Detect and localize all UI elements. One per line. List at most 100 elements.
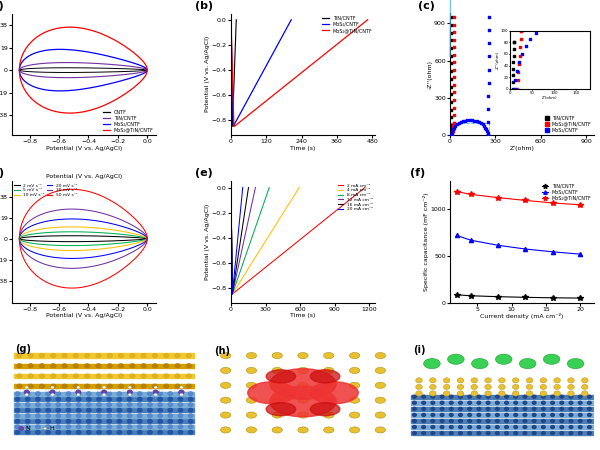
Point — [449, 96, 458, 104]
Point — [446, 29, 456, 36]
Circle shape — [107, 414, 112, 418]
Circle shape — [187, 374, 191, 378]
Circle shape — [422, 419, 425, 423]
Circle shape — [477, 407, 481, 410]
X-axis label: Time (s): Time (s) — [290, 313, 316, 318]
Circle shape — [422, 395, 425, 398]
Point — [446, 127, 455, 135]
Circle shape — [154, 393, 157, 396]
Circle shape — [560, 407, 563, 410]
Point — [484, 105, 493, 112]
Circle shape — [97, 392, 101, 396]
Point — [446, 131, 456, 139]
Circle shape — [107, 392, 112, 396]
Bar — [14, 408, 194, 412]
Circle shape — [440, 419, 444, 423]
Circle shape — [523, 407, 527, 410]
Circle shape — [560, 432, 563, 435]
Circle shape — [97, 425, 101, 428]
Circle shape — [532, 426, 536, 428]
Circle shape — [477, 432, 481, 435]
Circle shape — [458, 414, 463, 416]
Point — [467, 117, 477, 124]
Bar — [14, 430, 194, 434]
Circle shape — [471, 391, 478, 396]
Ellipse shape — [567, 359, 584, 369]
Point — [484, 79, 493, 86]
Bar — [14, 419, 194, 423]
Circle shape — [76, 409, 81, 412]
Circle shape — [560, 414, 563, 416]
Circle shape — [554, 378, 560, 383]
Circle shape — [107, 364, 112, 368]
Circle shape — [542, 432, 545, 435]
Circle shape — [430, 378, 436, 383]
Circle shape — [526, 391, 533, 396]
Circle shape — [76, 419, 81, 423]
Text: (d): (d) — [0, 168, 4, 178]
Point — [449, 36, 459, 43]
Point — [446, 122, 456, 129]
Circle shape — [164, 384, 169, 388]
Circle shape — [141, 364, 146, 368]
Circle shape — [188, 425, 193, 428]
Circle shape — [16, 397, 20, 401]
Circle shape — [159, 389, 163, 392]
Circle shape — [24, 390, 29, 394]
Circle shape — [178, 419, 182, 423]
Point — [484, 92, 493, 99]
Circle shape — [175, 389, 178, 392]
Circle shape — [457, 378, 464, 383]
Circle shape — [323, 397, 334, 403]
Circle shape — [272, 427, 283, 433]
Point — [449, 29, 459, 36]
Circle shape — [127, 425, 132, 428]
Circle shape — [40, 364, 44, 368]
Circle shape — [323, 352, 334, 359]
Circle shape — [430, 384, 436, 390]
Ellipse shape — [424, 359, 440, 369]
Circle shape — [272, 397, 283, 403]
Circle shape — [117, 419, 122, 423]
Circle shape — [28, 354, 33, 357]
Circle shape — [28, 374, 33, 378]
Circle shape — [175, 364, 180, 368]
Circle shape — [51, 386, 54, 389]
Circle shape — [127, 414, 132, 418]
Point — [448, 131, 457, 139]
Circle shape — [486, 401, 490, 404]
Circle shape — [107, 419, 112, 423]
Bar — [14, 374, 194, 378]
Circle shape — [587, 414, 591, 416]
Bar — [411, 425, 593, 429]
Circle shape — [422, 432, 425, 435]
Circle shape — [178, 403, 182, 406]
Circle shape — [458, 419, 463, 423]
Legend: TiN/CNTF, MoS₂@TiN/CNTF, MoS₂/CNTF: TiN/CNTF, MoS₂@TiN/CNTF, MoS₂/CNTF — [545, 116, 592, 133]
Circle shape — [187, 384, 191, 388]
Circle shape — [551, 414, 554, 416]
Circle shape — [440, 426, 444, 428]
Ellipse shape — [448, 354, 464, 365]
Circle shape — [86, 425, 91, 428]
Circle shape — [514, 432, 518, 435]
X-axis label: Z'(ohm): Z'(ohm) — [509, 145, 535, 151]
Circle shape — [246, 397, 257, 403]
Point — [449, 119, 458, 126]
Circle shape — [272, 352, 283, 359]
Circle shape — [416, 384, 422, 390]
Circle shape — [148, 419, 152, 423]
Circle shape — [46, 397, 50, 401]
Circle shape — [103, 393, 106, 396]
Circle shape — [56, 409, 61, 412]
Circle shape — [25, 392, 30, 396]
Circle shape — [323, 382, 334, 388]
Circle shape — [569, 414, 573, 416]
Circle shape — [551, 401, 554, 404]
Point — [454, 120, 463, 127]
Point — [479, 122, 489, 130]
Circle shape — [158, 419, 163, 423]
Circle shape — [485, 391, 491, 396]
Circle shape — [16, 392, 20, 396]
Circle shape — [86, 403, 91, 406]
